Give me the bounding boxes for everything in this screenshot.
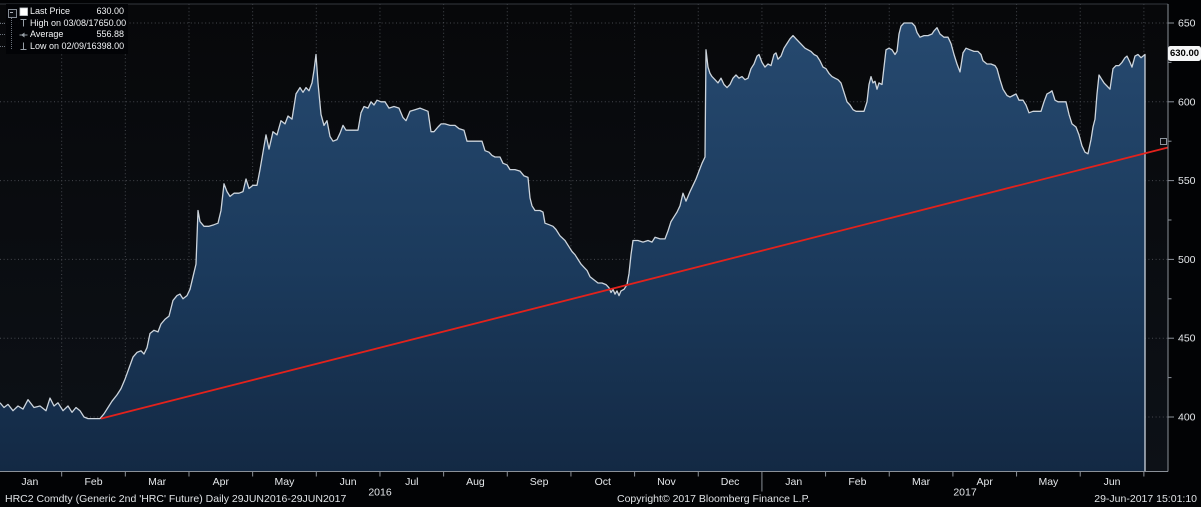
trendline-endpoint-handle[interactable] <box>1160 138 1167 145</box>
legend-value: 398.00 <box>96 40 125 51</box>
legend-box[interactable]: Last Price 630.00 High on 03/08/17 650.0… <box>0 4 128 54</box>
legend-collapse-icon[interactable] <box>8 9 17 18</box>
svg-text:Aug: Aug <box>466 476 485 488</box>
svg-text:Mar: Mar <box>148 476 167 488</box>
legend-value: 650.00 <box>98 17 127 28</box>
svg-text:Nov: Nov <box>657 476 676 488</box>
price-line <box>0 22 1146 472</box>
legend-row-high[interactable]: High on 03/08/17 650.00 <box>0 17 128 30</box>
chart-title-footer: HRC2 Comdty (Generic 2nd 'HRC' Future) D… <box>5 493 347 505</box>
low-marker-icon <box>19 41 30 51</box>
svg-text:Oct: Oct <box>595 476 611 488</box>
svg-text:May: May <box>275 476 296 488</box>
svg-text:450: 450 <box>1178 333 1196 345</box>
svg-text:Jun: Jun <box>340 476 357 488</box>
svg-text:Jul: Jul <box>405 476 418 488</box>
svg-text:650: 650 <box>1178 18 1196 30</box>
svg-text:2016: 2016 <box>368 487 392 499</box>
legend-row-average[interactable]: Average 556.88 <box>0 29 128 41</box>
legend-label: High on 03/08/17 <box>30 17 99 28</box>
svg-text:400: 400 <box>1178 412 1196 424</box>
svg-text:May: May <box>1038 476 1059 488</box>
legend-tree-stub <box>0 45 5 47</box>
svg-text:Feb: Feb <box>84 476 102 488</box>
average-marker-icon <box>19 30 30 40</box>
legend-row-low[interactable]: Low on 02/09/16 398.00 <box>0 40 128 53</box>
svg-text:Jan: Jan <box>21 476 38 488</box>
svg-text:Apr: Apr <box>977 476 994 488</box>
legend-label: Low on 02/09/16 <box>30 40 97 51</box>
legend-tree-line <box>11 18 12 49</box>
copyright-text: Copyright© 2017 Bloomberg Finance L.P. <box>617 493 811 505</box>
legend-value: 630.00 <box>96 6 124 17</box>
price-area <box>0 23 1145 472</box>
svg-text:Dec: Dec <box>721 476 740 488</box>
svg-text:Jun: Jun <box>1104 476 1121 488</box>
legend-tree-stub <box>0 22 5 24</box>
svg-text:Mar: Mar <box>912 476 931 488</box>
svg-text:2017: 2017 <box>953 487 977 499</box>
series-square-icon <box>19 7 30 17</box>
svg-text:Jan: Jan <box>785 476 802 488</box>
timestamp-text: 29-Jun-2017 15:01:10 <box>1094 493 1197 505</box>
svg-text:Sep: Sep <box>530 476 549 488</box>
high-marker-icon <box>19 18 30 28</box>
legend-tree-stub <box>0 34 5 35</box>
svg-text:600: 600 <box>1178 96 1196 108</box>
legend-label: Average <box>30 29 64 40</box>
svg-text:Apr: Apr <box>213 476 230 488</box>
svg-text:500: 500 <box>1178 254 1196 266</box>
legend-row-last-price[interactable]: Last Price 630.00 <box>6 6 128 18</box>
legend-value: 556.88 <box>96 29 124 40</box>
svg-text:Feb: Feb <box>848 476 866 488</box>
x-axis-labels: Jan Feb Mar Apr May Jun Jul Aug Sep Oct Nov Dec Jan F… <box>21 471 1145 499</box>
last-price-badge: 630.00 <box>1168 46 1201 61</box>
trend-line[interactable] <box>100 146 1169 420</box>
legend-label: Last Price <box>30 6 71 17</box>
y-axis-labels: 650 600 550 500 450 400 <box>1168 18 1196 424</box>
svg-text:550: 550 <box>1178 175 1196 187</box>
